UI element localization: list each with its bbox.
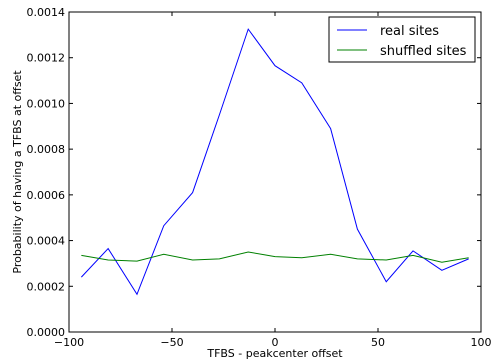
- y-tick-label: 0.0014: [27, 6, 66, 19]
- y-tick-label: 0.0000: [27, 326, 66, 339]
- x-axis-label: TFBS - peakcenter offset: [206, 347, 343, 360]
- y-axis-label: Probability of having a TFBS at offset: [11, 70, 24, 274]
- y-tick-label: 0.0004: [27, 235, 66, 248]
- legend-box: [328, 16, 476, 63]
- ticks-layer: −100 −50 0 50 100 0.0000 0.0002 0.0004 0.0006 0.0…: [27, 6, 492, 349]
- x-tick-label: 50: [371, 336, 385, 349]
- legend-label: shuffled sites: [380, 44, 467, 59]
- y-tick-label: 0.0012: [27, 52, 66, 65]
- legend: real sites shuffled sites: [328, 16, 476, 63]
- x-tick-label: 0: [272, 336, 279, 349]
- y-tick-label: 0.0010: [27, 97, 66, 110]
- y-tick-label: 0.0006: [27, 189, 66, 202]
- legend-label: real sites: [380, 24, 439, 39]
- series-layer: [80, 28, 469, 296]
- x-tick-label: −50: [160, 336, 183, 349]
- x-tick-label: −100: [54, 336, 84, 349]
- y-tick-label: 0.0008: [27, 143, 66, 156]
- y-tick-label: 0.0002: [27, 280, 66, 293]
- series-line-real-sites: [80, 28, 469, 296]
- x-tick-label: 100: [471, 336, 492, 349]
